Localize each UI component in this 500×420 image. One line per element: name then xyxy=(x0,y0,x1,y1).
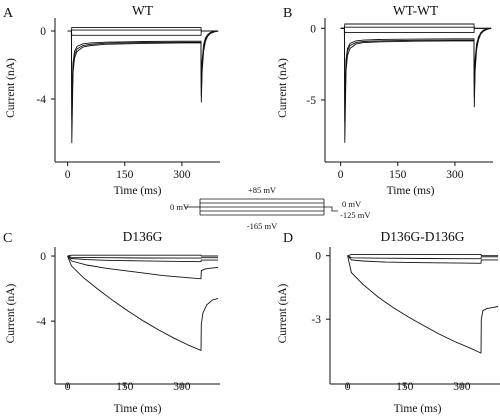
y-axis-label: Current (nA) xyxy=(277,283,289,343)
x-axis-label: Time (ms) xyxy=(394,403,442,415)
panel-title: WT-WT xyxy=(393,3,439,18)
trace-3 xyxy=(340,27,492,100)
protocol-top-label: +85 mV xyxy=(248,185,277,195)
y-tick-label: 0 xyxy=(310,23,316,35)
y-tick-label: 0 xyxy=(40,26,46,38)
trace-2 xyxy=(67,255,219,280)
x-tick-label: 150 xyxy=(389,169,407,181)
panel-title: D136G-D136G xyxy=(381,229,465,244)
x-tick-label: 150 xyxy=(396,381,414,393)
x-tick-label: 300 xyxy=(173,381,191,393)
panel-c: C D136G 0 -4 0 150 300 Time (ms) Current (nA) xyxy=(3,229,220,415)
y-axis-label: Current (nA) xyxy=(277,58,289,118)
panel-letter: C xyxy=(3,231,12,246)
trace-5 xyxy=(67,29,219,32)
trace-4 xyxy=(67,255,219,259)
trace-3 xyxy=(67,255,219,263)
panel-d: D D136G-D136G 0 -3 0 150 300 Time (ms) Current (… xyxy=(277,229,500,415)
y-tick-label: -3 xyxy=(311,314,321,326)
panel-letter: B xyxy=(283,6,292,21)
panel-title: D136G xyxy=(123,229,163,244)
trace-1 xyxy=(347,255,499,354)
trace-5 xyxy=(340,26,492,29)
x-tick-label: 150 xyxy=(116,381,134,393)
panel-a: A WT 0 -4 0 150 300 Time (ms) Current (nA) xyxy=(3,3,220,197)
trace-5 xyxy=(67,254,219,257)
y-tick-label: -4 xyxy=(36,316,46,328)
x-axis-label: Time (ms) xyxy=(114,403,162,415)
tail-step xyxy=(324,206,338,212)
y-axis-label: Current (nA) xyxy=(5,283,17,343)
trace-4 xyxy=(347,254,499,257)
voltage-protocol: +85 mV0 mV-165 mV0 mV-125 mV xyxy=(170,185,371,231)
x-tick-label: 150 xyxy=(116,169,134,181)
x-tick-label: 300 xyxy=(173,169,191,181)
trace-6 xyxy=(67,27,219,32)
trace-2 xyxy=(67,30,219,120)
panel-letter: D xyxy=(283,231,293,246)
x-tick-label: 0 xyxy=(65,169,71,181)
trace-1 xyxy=(340,27,492,143)
protocol-hold-label: 0 mV xyxy=(170,202,190,212)
protocol-tail-label: -125 mV xyxy=(340,210,371,220)
y-tick-label: -4 xyxy=(36,94,46,106)
trace-2 xyxy=(347,255,499,264)
panel-title: WT xyxy=(132,3,154,18)
protocol-bottom-label: -165 mV xyxy=(247,221,278,231)
x-tick-label: 300 xyxy=(453,381,471,393)
x-tick-label: 0 xyxy=(65,381,71,393)
trace-4 xyxy=(340,27,492,34)
x-axis-label: Time (ms) xyxy=(114,185,162,197)
trace-3 xyxy=(67,30,219,100)
trace-6 xyxy=(340,23,492,29)
x-axis-label: Time (ms) xyxy=(387,185,435,197)
trace-4 xyxy=(67,30,219,36)
x-tick-label: 0 xyxy=(345,381,351,393)
trace-3 xyxy=(347,255,499,260)
protocol-post-label: 0 mV xyxy=(342,199,362,209)
y-tick-label: -5 xyxy=(306,95,316,107)
y-tick-label: 0 xyxy=(315,251,321,263)
x-tick-label: 300 xyxy=(446,169,464,181)
y-axis-label: Current (nA) xyxy=(5,58,17,118)
x-tick-label: 0 xyxy=(338,169,344,181)
panel-letter: A xyxy=(3,6,14,21)
y-tick-label: 0 xyxy=(40,251,46,263)
trace-1 xyxy=(67,30,219,144)
panel-b: B WT-WT 0 -5 0 150 300 Time (ms) Current (nA) xyxy=(277,3,493,197)
trace-1 xyxy=(67,255,219,352)
